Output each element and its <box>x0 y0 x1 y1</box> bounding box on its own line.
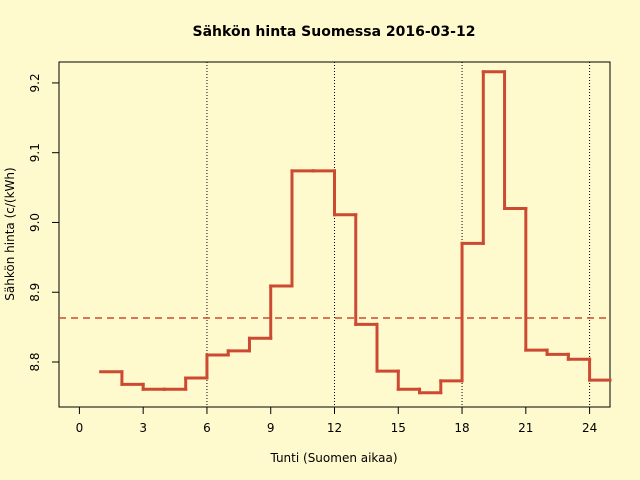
x-tick-label: 15 <box>391 421 406 435</box>
x-tick-label: 18 <box>454 421 469 435</box>
x-tick-label: 0 <box>76 421 84 435</box>
x-tick-label: 21 <box>518 421 533 435</box>
x-tick-label: 12 <box>327 421 342 435</box>
y-tick-label: 8.9 <box>28 283 42 302</box>
x-tick-label: 3 <box>139 421 147 435</box>
y-tick-label: 9.1 <box>28 143 42 162</box>
x-axis-title: Tunti (Suomen aikaa) <box>269 451 397 465</box>
y-tick-label: 9.2 <box>28 73 42 92</box>
y-axis-title: Sähkön hinta (c/(kWh) <box>3 167 17 300</box>
x-tick-label: 6 <box>203 421 211 435</box>
x-tick-label: 24 <box>582 421 597 435</box>
y-tick-label: 9.0 <box>28 213 42 232</box>
y-tick-label: 8.8 <box>28 352 42 371</box>
x-tick-label: 9 <box>267 421 275 435</box>
chart-title: Sähkön hinta Suomessa 2016-03-12 <box>193 24 476 40</box>
